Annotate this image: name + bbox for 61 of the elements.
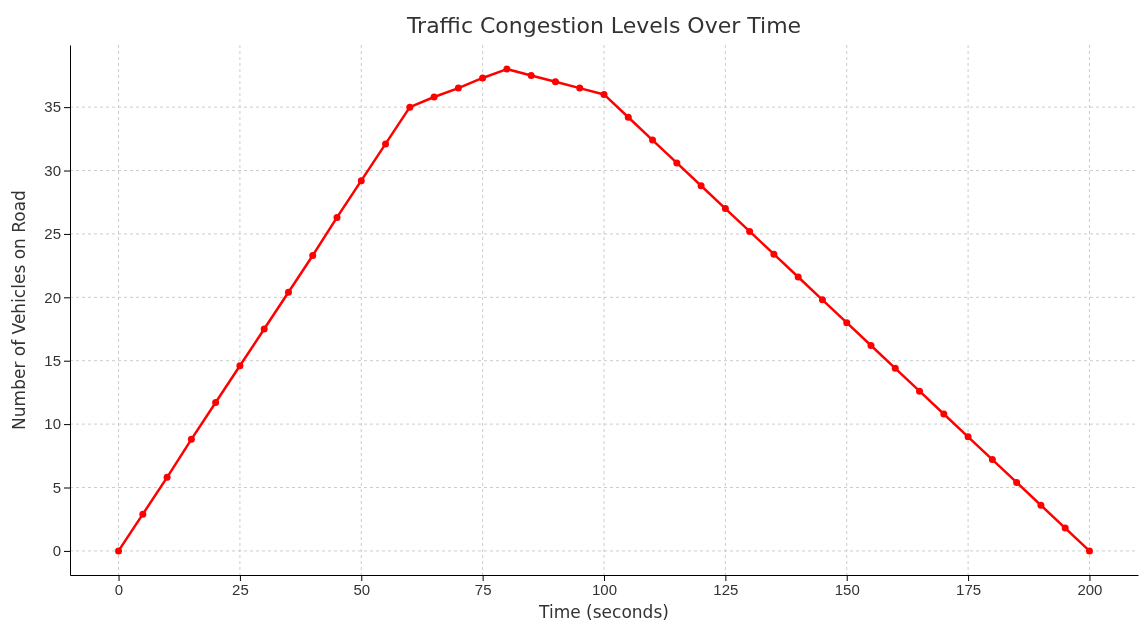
y-tick-label: 10 <box>44 415 61 433</box>
x-tick-label: 125 <box>713 580 739 598</box>
point <box>1013 478 1021 486</box>
point <box>940 410 948 418</box>
point <box>333 213 341 221</box>
point <box>697 182 705 190</box>
x-tick-label: 75 <box>474 580 492 598</box>
point <box>576 84 584 92</box>
point <box>673 159 681 167</box>
point <box>1061 524 1069 532</box>
point <box>867 342 875 349</box>
point <box>163 473 171 481</box>
y-tick-label: 25 <box>44 225 61 243</box>
x-tick-label: 175 <box>956 580 982 598</box>
x-axis-title: Time (seconds) <box>538 602 669 622</box>
point <box>843 319 851 327</box>
y-tick-label: 35 <box>44 98 61 116</box>
point <box>357 177 365 185</box>
point <box>527 71 535 79</box>
point <box>406 103 414 111</box>
point <box>309 251 317 259</box>
point <box>236 362 244 370</box>
point <box>139 510 147 518</box>
point <box>600 90 608 98</box>
y-tick-label: 20 <box>44 288 61 306</box>
point <box>794 273 802 281</box>
point <box>382 140 390 148</box>
point <box>260 325 268 333</box>
point <box>454 84 462 92</box>
x-tick-label: 25 <box>232 580 249 598</box>
point <box>770 250 778 258</box>
y-tick-label: 5 <box>52 478 61 496</box>
y-tick-label: 30 <box>44 161 61 179</box>
y-axis-title: Number of Vehicles on Road <box>9 190 29 430</box>
point <box>916 387 924 395</box>
point <box>1037 501 1045 509</box>
x-tick-label: 0 <box>114 580 124 598</box>
point <box>818 296 826 304</box>
chart-title: Traffic Congestion Levels Over Time <box>405 13 802 38</box>
point <box>721 205 729 213</box>
point <box>624 113 632 121</box>
x-tick-label: 200 <box>1077 580 1103 598</box>
point <box>551 78 559 86</box>
point <box>746 227 754 235</box>
x-tick-label: 50 <box>353 580 371 598</box>
point <box>479 74 487 82</box>
point <box>284 288 292 296</box>
point <box>503 65 511 73</box>
x-tick-label: 100 <box>591 580 618 598</box>
x-tick-label: 150 <box>834 580 860 598</box>
point <box>115 547 123 555</box>
point <box>1085 547 1093 555</box>
y-tick-label: 15 <box>44 352 61 370</box>
point <box>187 435 195 443</box>
point <box>430 93 438 101</box>
y-tick-label: 0 <box>52 542 61 560</box>
point <box>964 433 972 441</box>
point <box>649 136 657 144</box>
point <box>988 456 996 464</box>
point <box>212 399 220 407</box>
point <box>891 364 899 372</box>
